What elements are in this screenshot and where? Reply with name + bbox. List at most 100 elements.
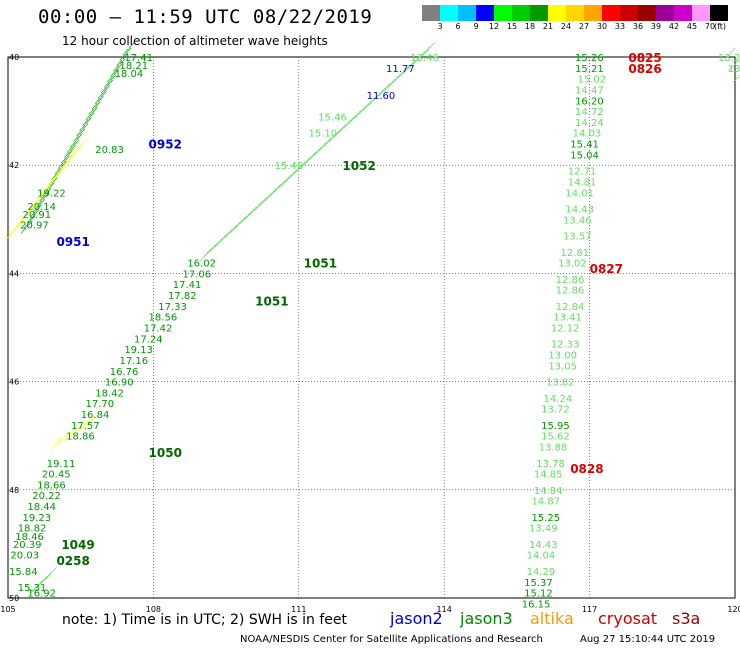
swh-value: 20.39 <box>13 540 42 551</box>
satellite-legend-item: s3a <box>672 609 701 628</box>
swh-value: 20.83 <box>95 145 124 156</box>
y-tick-label: 46 <box>9 378 19 387</box>
pass-time-label: 0952 <box>149 138 182 152</box>
map-frame <box>7 56 736 599</box>
color-swatch <box>566 5 584 21</box>
swh-value: 11.60 <box>367 91 396 102</box>
swh-value: 13.82 <box>546 378 575 389</box>
color-scale-label: 12 <box>488 22 500 31</box>
footer-note: note: 1) Time is in UTC; 2) SWH is in fe… <box>62 612 348 628</box>
y-tick-label: 50 <box>9 594 19 603</box>
swh-value: 13.27 <box>718 53 740 64</box>
pass-time-label: 1050 <box>149 446 182 460</box>
swh-value: 16.92 <box>27 589 56 600</box>
swh-value: 14.03 <box>573 129 602 140</box>
swh-value: 17.41 <box>173 280 202 291</box>
color-swatch <box>674 5 692 21</box>
swh-value: 17.16 <box>119 356 148 367</box>
y-tick-label: 44 <box>9 269 19 278</box>
swh-value: 15.84 <box>9 567 38 578</box>
swh-value: 12.33 <box>551 340 580 351</box>
pass-time-label: 0825 <box>628 51 661 65</box>
swh-value: 16.20 <box>575 96 604 107</box>
generated-timestamp: Aug 27 15:10:44 UTC 2019 <box>580 634 716 645</box>
swh-value: 11.77 <box>386 64 415 75</box>
swh-value: 17.57 <box>71 421 100 432</box>
swh-value: 13.49 <box>529 524 558 535</box>
color-swatch <box>620 5 638 21</box>
swh-value: 15.37 <box>524 578 553 589</box>
swh-value: 15.31 <box>18 583 47 594</box>
swh-value: 20.91 <box>23 210 52 221</box>
swh-value: 16.90 <box>105 378 134 389</box>
color-swatch <box>458 5 476 21</box>
y-tick-label: 48 <box>9 486 19 495</box>
swh-value: 18.82 <box>18 524 47 535</box>
track-band: —— <box>730 66 740 86</box>
color-swatch <box>692 5 710 21</box>
swh-value: 14.87 <box>531 497 560 508</box>
swh-value: 12.81 <box>561 248 590 259</box>
color-swatch <box>422 5 440 21</box>
map-title: 00:00 – 11:59 UTC 08/22/2019 <box>38 6 373 28</box>
pass-time-label: 1049 <box>61 538 94 552</box>
color-scale-label: 24 <box>560 22 572 31</box>
color-scale-label: 18 <box>524 22 536 31</box>
swh-value: 13.78 <box>536 459 565 470</box>
swh-value: 12.71 <box>568 167 597 178</box>
swh-value: 19.13 <box>124 345 153 356</box>
swh-value: 14.81 <box>568 177 597 188</box>
swh-value: 18.44 <box>27 502 56 513</box>
swh-value: 14.43 <box>529 540 558 551</box>
swh-value: 12.84 <box>556 302 585 313</box>
swh-value: 17.33 <box>158 302 187 313</box>
color-scale-label: 3 <box>437 22 443 31</box>
swh-value: 13.57 <box>563 232 592 243</box>
swh-value: 17.41 <box>124 53 153 64</box>
color-scale-label: 9 <box>473 22 479 31</box>
color-scale-label: 33 <box>614 22 626 31</box>
swh-value: 15.46 <box>275 161 304 172</box>
pass-time-label: 0951 <box>56 235 89 249</box>
swh-value: 20.45 <box>42 470 71 481</box>
swh-value: 13.46 <box>410 53 439 64</box>
color-swatch <box>656 5 674 21</box>
swh-value: 14.29 <box>527 567 556 578</box>
swh-value: 17.06 <box>182 269 211 280</box>
color-swatch <box>548 5 566 21</box>
swh-value: 14.84 <box>534 486 563 497</box>
swh-value: 15.04 <box>570 150 599 161</box>
color-scale-label: 30 <box>596 22 608 31</box>
pass-time-label: 1051 <box>255 294 288 308</box>
x-tick-label: 105 <box>0 605 15 614</box>
color-swatch <box>530 5 548 21</box>
color-scale-label: 39 <box>650 22 662 31</box>
color-swatch <box>494 5 512 21</box>
map-subtitle: 12 hour collection of altimeter wave hei… <box>62 34 328 48</box>
credit-text: NOAA/NESDIS Center for Satellite Applica… <box>240 634 543 645</box>
swh-value: 14.43 <box>565 204 594 215</box>
swh-value: 19.23 <box>23 513 52 524</box>
color-swatch <box>710 5 728 21</box>
satellite-tracks: ————————————————————————————————————————… <box>3 39 740 597</box>
x-tick-label: 117 <box>582 605 597 614</box>
swh-value: 14.24 <box>575 118 604 129</box>
color-swatch <box>512 5 530 21</box>
x-tick-label: 120 <box>727 605 740 614</box>
color-scale-label: 27 <box>578 22 590 31</box>
swh-value: 13.46 <box>563 215 592 226</box>
x-tick-label: 108 <box>146 605 161 614</box>
satellite-legend-item: altika <box>530 609 574 628</box>
y-tick-label: 42 <box>9 161 19 170</box>
swh-value: 16.02 <box>187 259 216 270</box>
pass-time-label: 0827 <box>590 262 623 276</box>
x-tick-label: 114 <box>437 605 452 614</box>
color-scale-label: 45 <box>686 22 698 31</box>
axis-ticks: 105 108 111 114 117 120 40 42 44 46 48 50 <box>0 53 740 614</box>
color-scale-label: 6 <box>455 22 461 31</box>
swh-value: 12.86 <box>556 286 585 297</box>
color-swatch <box>602 5 620 21</box>
swh-value: 15.41 <box>570 140 599 151</box>
swh-value: 15.26 <box>575 53 604 64</box>
swh-value: 20.03 <box>10 551 39 562</box>
